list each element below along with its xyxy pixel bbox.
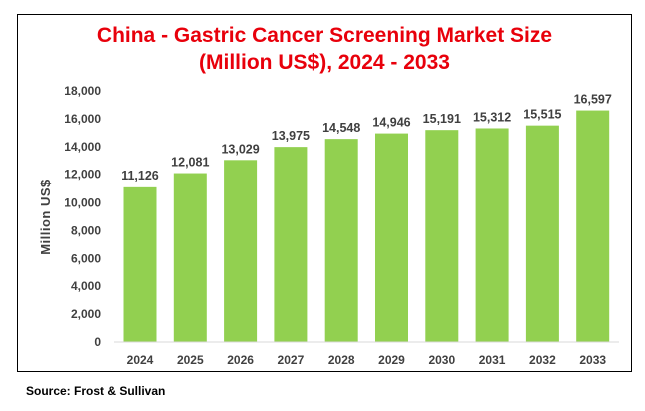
bar (324, 139, 358, 342)
chart-frame (17, 14, 632, 372)
x-tick-label: 2033 (579, 353, 606, 367)
x-tick-label: 2031 (479, 353, 506, 367)
chart-title: China - Gastric Cancer Screening Market … (17, 22, 632, 76)
chart-title-line-1: China - Gastric Cancer Screening Market … (96, 24, 553, 47)
source-note: Source: Frost & Sullivan (26, 384, 166, 398)
data-label: 13,975 (272, 129, 310, 143)
y-tick-label: 0 (94, 335, 101, 349)
bar (375, 133, 408, 342)
bar (173, 173, 207, 342)
data-label: 15,191 (423, 112, 461, 126)
y-tick-label: 8,000 (71, 223, 101, 237)
chart-title-line-2: (Million US$), 2024 - 2033 (199, 51, 450, 74)
x-tick-label: 2026 (227, 353, 254, 367)
y-tick-label: 12,000 (64, 168, 101, 182)
data-label: 14,946 (372, 116, 410, 130)
y-tick-label: 18,000 (64, 84, 101, 98)
y-tick-label: 14,000 (64, 140, 101, 154)
x-tick-label: 2032 (529, 353, 556, 367)
data-label: 11,126 (121, 169, 159, 183)
bar (525, 125, 559, 342)
bar (274, 147, 308, 342)
y-tick-label: 10,000 (64, 196, 101, 210)
bar (224, 160, 258, 342)
y-tick-label: 6,000 (71, 251, 101, 265)
x-tick-label: 2024 (127, 353, 154, 367)
bar (576, 110, 610, 342)
data-label: 15,515 (523, 108, 561, 122)
bar (475, 128, 509, 342)
data-label: 15,312 (473, 110, 511, 124)
data-label: 16,597 (574, 93, 612, 107)
x-tick-label: 2025 (177, 353, 204, 367)
bar (123, 186, 157, 342)
y-tick-label: 2,000 (71, 307, 101, 321)
x-tick-label: 2027 (278, 353, 305, 367)
data-label: 13,029 (221, 142, 259, 156)
data-label: 14,548 (322, 121, 360, 135)
x-tick-label: 2028 (328, 353, 355, 367)
y-axis-label: Million US$ (38, 179, 53, 255)
x-tick-label: 2030 (428, 353, 455, 367)
bar (425, 130, 459, 342)
data-label: 12,081 (171, 156, 209, 170)
y-tick-label: 16,000 (64, 112, 101, 126)
x-tick-label: 2029 (378, 353, 405, 367)
y-tick-label: 4,000 (71, 279, 101, 293)
